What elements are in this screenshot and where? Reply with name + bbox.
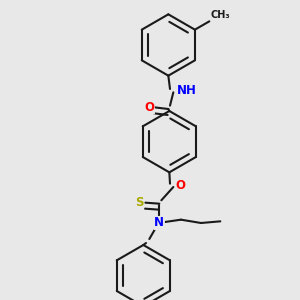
Text: O: O	[144, 101, 154, 114]
Text: N: N	[154, 217, 164, 230]
Text: NH: NH	[177, 84, 196, 97]
Text: CH₃: CH₃	[211, 10, 231, 20]
Text: S: S	[135, 196, 144, 209]
Text: O: O	[176, 179, 186, 192]
